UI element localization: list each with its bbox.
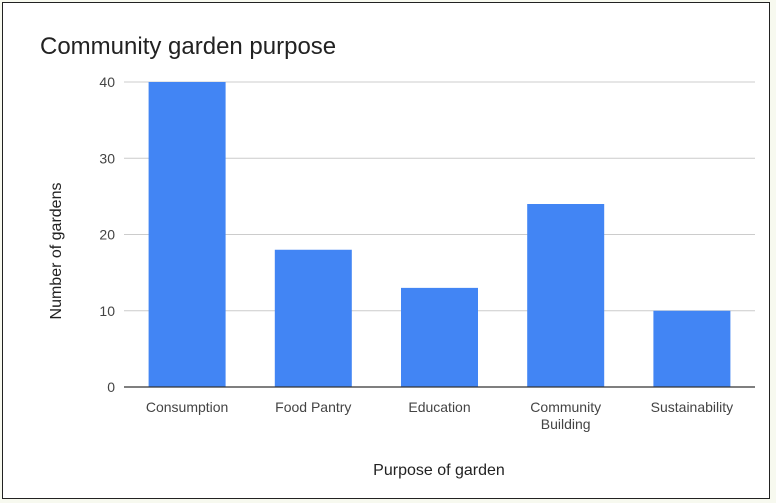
x-tick-label: Education xyxy=(408,399,470,415)
y-tick-label: 30 xyxy=(99,150,115,166)
x-tick-label: Food Pantry xyxy=(275,399,351,415)
x-tick-label: Consumption xyxy=(146,399,229,415)
y-tick-label: 40 xyxy=(99,74,115,90)
y-axis-title: Number of gardens xyxy=(48,183,65,320)
x-tick-label: Building xyxy=(541,416,591,432)
y-tick-label: 0 xyxy=(107,379,115,395)
bar xyxy=(401,287,478,387)
x-axis-title: Purpose of garden xyxy=(373,462,505,479)
gridlines xyxy=(124,81,755,312)
tick-labels: 0 10 20 30 40 Consumption Food Pantry Education… xyxy=(99,74,733,432)
chart-frame: Community garden purpose 0 10 20 30 40 Consum… xyxy=(2,2,770,499)
bar xyxy=(274,249,352,387)
bar xyxy=(653,310,731,387)
chart-svg: 0 10 20 30 40 Consumption Food Pantry Education… xyxy=(48,74,755,479)
bar xyxy=(527,204,605,387)
y-tick-label: 20 xyxy=(99,227,115,243)
chart-title: Community garden purpose xyxy=(40,33,337,60)
bar xyxy=(148,82,226,387)
bars xyxy=(148,82,731,387)
x-tick-label: Community xyxy=(530,399,601,415)
x-tick-label: Sustainability xyxy=(651,399,734,415)
y-tick-label: 10 xyxy=(99,303,115,319)
